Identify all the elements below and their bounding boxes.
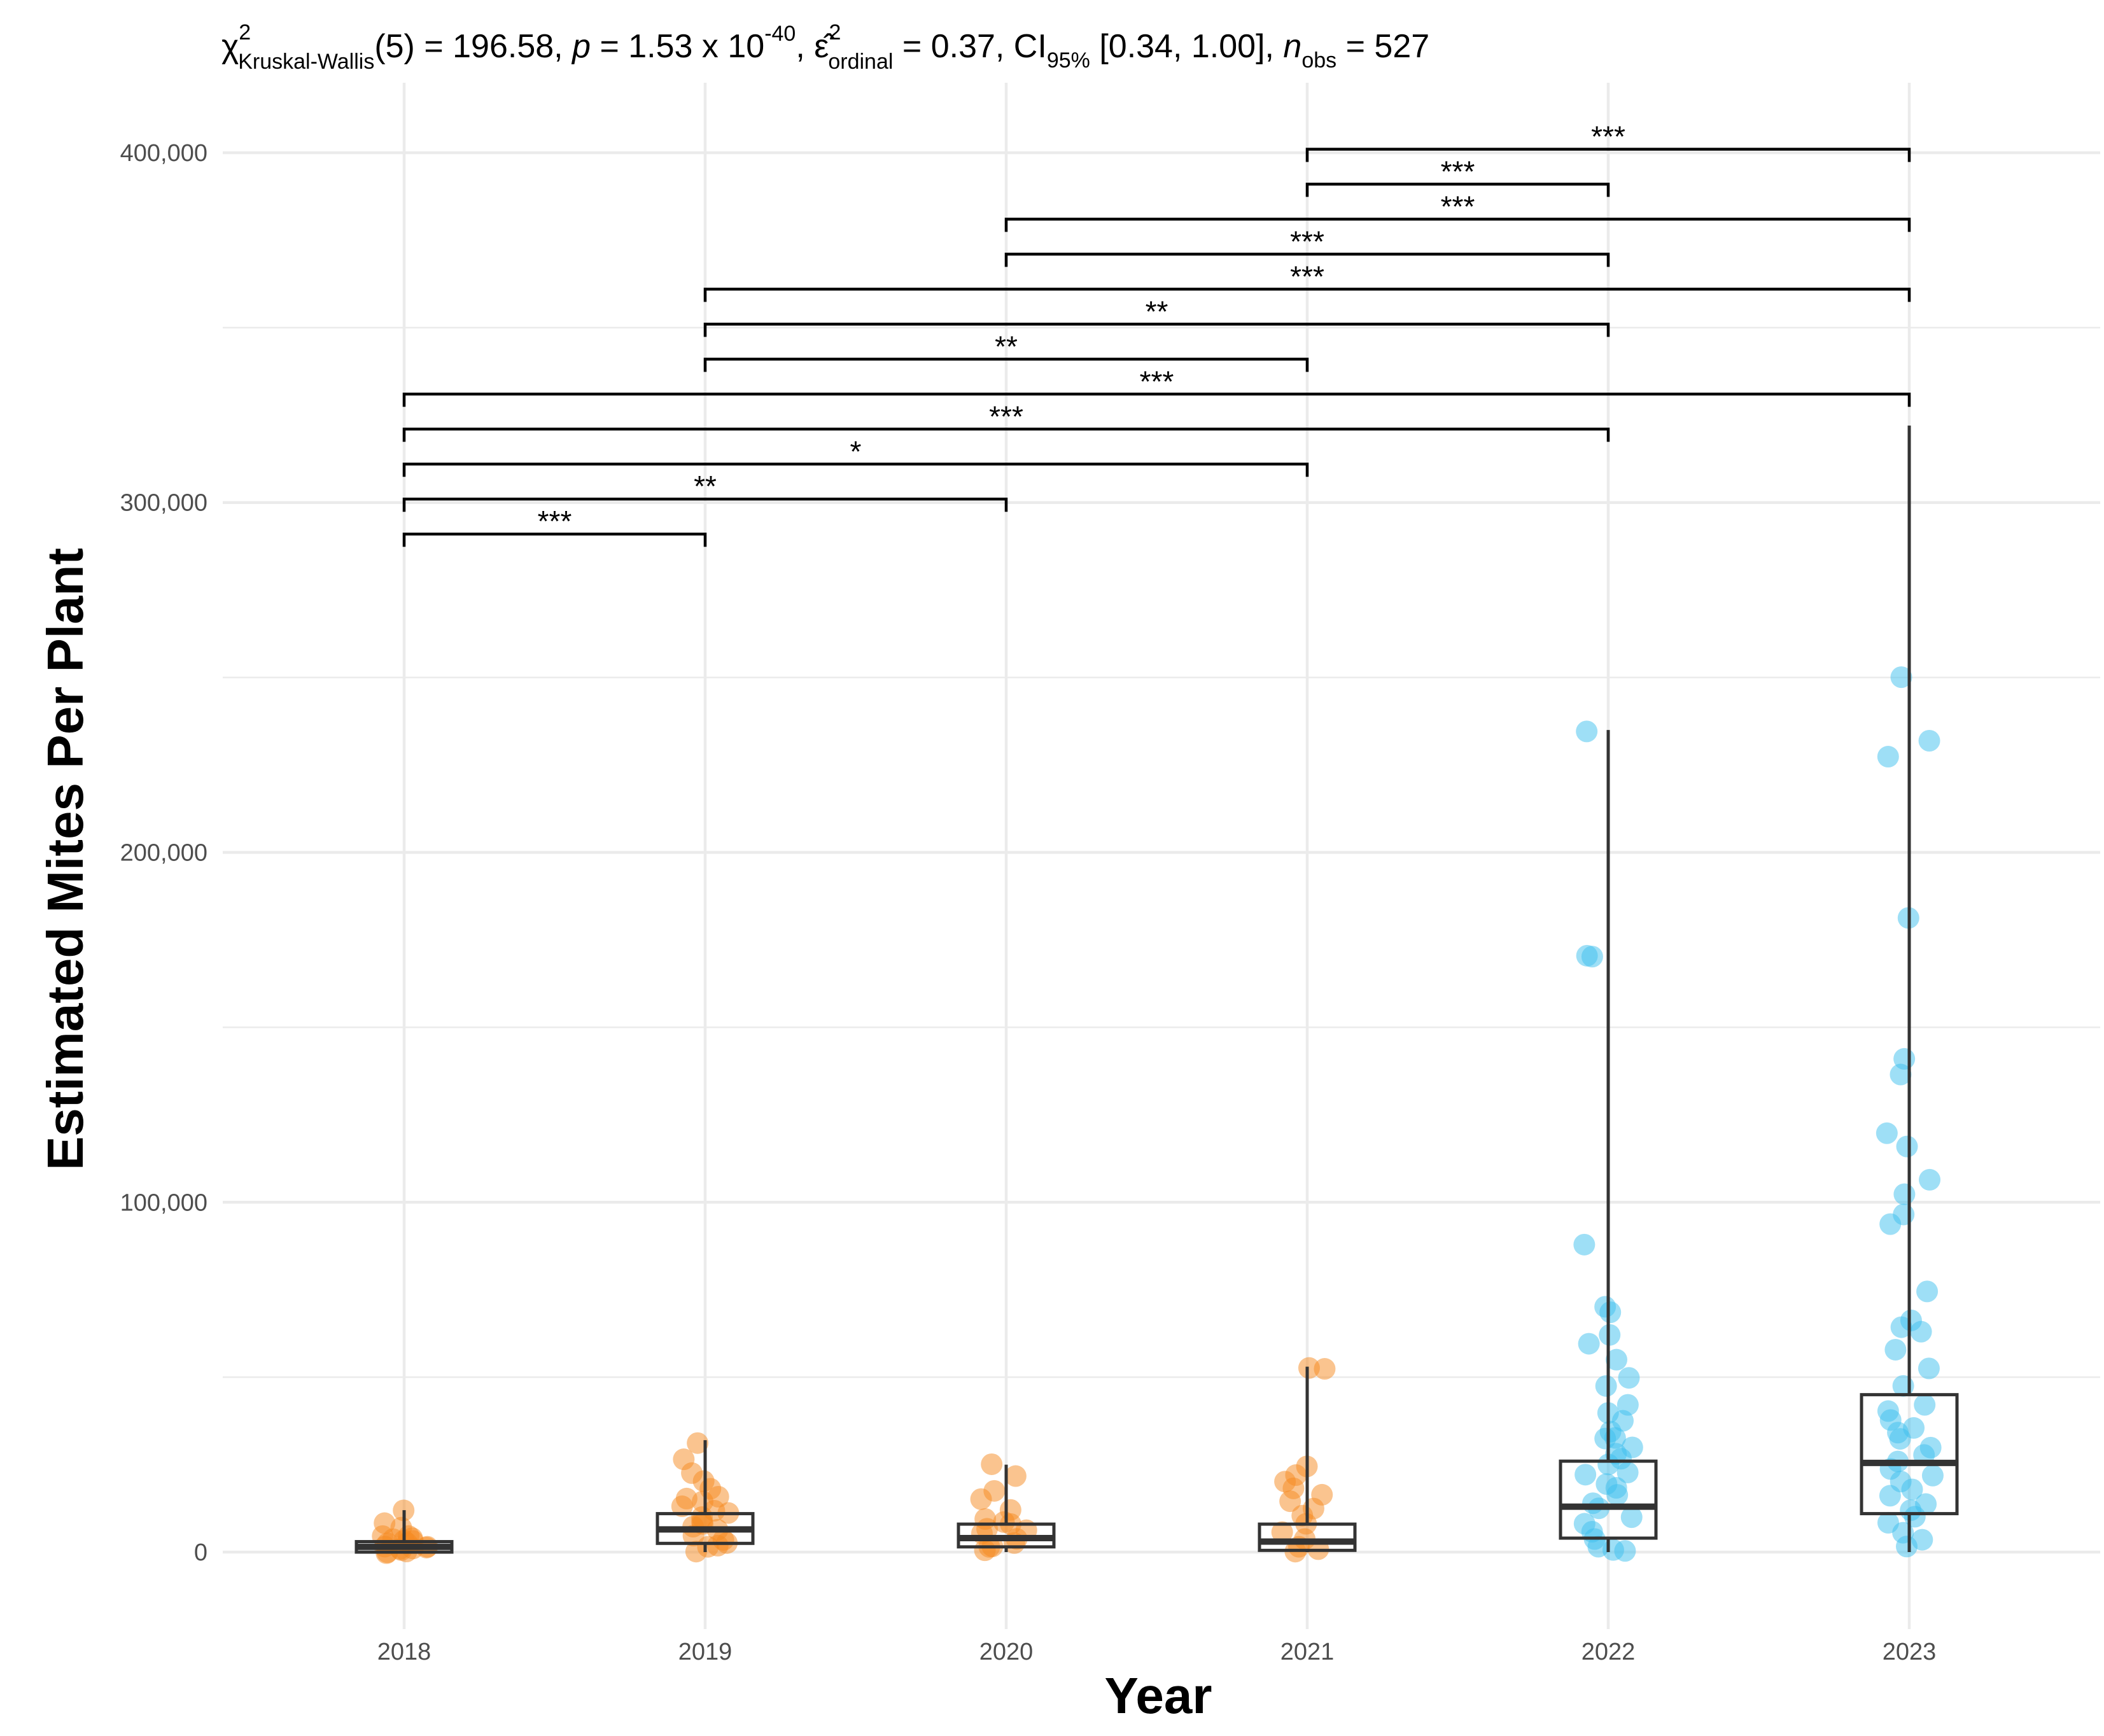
- y-axis-ticks: 0 100,000 200,000 300,000 400,000: [120, 140, 207, 1566]
- x-tick-label: 2018: [377, 1639, 431, 1665]
- significance-label: **: [1146, 295, 1168, 328]
- data-point: [1614, 1540, 1636, 1562]
- data-point: [1879, 1485, 1901, 1507]
- boxplots: [354, 425, 1959, 1554]
- significance-bracket: [1305, 148, 1911, 162]
- data-point: [1573, 1233, 1596, 1256]
- y-tick-label: 300,000: [120, 490, 207, 517]
- data-point: [1890, 1063, 1912, 1086]
- data-point: [1576, 720, 1598, 743]
- significance-bracket: [402, 463, 1309, 477]
- data-point: [687, 1432, 709, 1454]
- significance-label: ***: [1290, 225, 1324, 258]
- significance-bracket: [703, 288, 1911, 302]
- significance-bracket: [1004, 253, 1610, 267]
- significance-brackets: *******************************: [402, 120, 1911, 547]
- data-point: [1876, 1122, 1898, 1144]
- significance-label: **: [995, 330, 1018, 363]
- significance-label: **: [694, 470, 717, 503]
- y-tick-label: 100,000: [120, 1189, 207, 1216]
- data-point: [1919, 1168, 1941, 1191]
- significance-bracket: [703, 358, 1309, 372]
- data-point: [1618, 1367, 1640, 1389]
- x-tick-label: 2021: [1280, 1639, 1335, 1665]
- significance-bracket: [402, 428, 1610, 442]
- significance-bracket: [1004, 218, 1911, 232]
- data-point: [1877, 746, 1899, 768]
- data-point: [1890, 1316, 1912, 1338]
- data-point: [671, 1495, 693, 1518]
- data-point: [1279, 1490, 1301, 1513]
- significance-bracket: [703, 323, 1610, 337]
- significance-label: ***: [989, 400, 1023, 433]
- data-point: [1890, 666, 1912, 689]
- y-tick-label: 0: [194, 1539, 207, 1566]
- data-point: [1918, 1357, 1940, 1380]
- y-tick-label: 400,000: [120, 140, 207, 167]
- significance-bracket: [402, 497, 1008, 512]
- data-point: [1895, 1536, 1918, 1558]
- data-point: [1597, 1453, 1620, 1476]
- significance-label: ***: [538, 505, 572, 538]
- data-point: [685, 1541, 707, 1563]
- data-point: [1889, 1428, 1911, 1450]
- y-tick-label: 200,000: [120, 840, 207, 867]
- significance-bracket: [402, 532, 707, 547]
- data-point: [1910, 1320, 1932, 1343]
- data-point: [1298, 1357, 1320, 1379]
- data-point: [1916, 1280, 1939, 1303]
- significance-bracket: [402, 393, 1911, 407]
- data-point: [1617, 1461, 1639, 1483]
- chart-subtitle: χ2 Kruskal-Wallis(5) = 196.58, p = 1.53 x…: [221, 20, 1429, 74]
- box: [1860, 1393, 1959, 1516]
- box: [1258, 1522, 1357, 1552]
- x-tick-label: 2019: [678, 1639, 733, 1665]
- data-point: [1004, 1465, 1027, 1487]
- data-point: [1918, 729, 1940, 752]
- data-point: [1921, 1464, 1944, 1487]
- data-point: [1605, 1348, 1627, 1371]
- data-point: [1594, 1427, 1617, 1450]
- data-point: [1271, 1521, 1293, 1543]
- x-axis-ticks: 2018 2019 2020 2021 2022 2023: [377, 1639, 1937, 1665]
- data-point: [1879, 1213, 1902, 1235]
- data-point: [1574, 1464, 1597, 1486]
- data-point: [1620, 1506, 1643, 1529]
- data-point: [981, 1453, 1003, 1475]
- data-point: [970, 1488, 992, 1510]
- y-axis-title: Estimated Mites Per Plant: [37, 548, 94, 1170]
- significance-bracket: [1305, 183, 1610, 197]
- x-tick-label: 2022: [1582, 1639, 1636, 1665]
- data-point: [1314, 1358, 1336, 1380]
- significance-label: ***: [1290, 260, 1324, 293]
- significance-label: *: [850, 435, 862, 468]
- data-point: [974, 1539, 996, 1562]
- data-point: [1595, 1375, 1617, 1397]
- significance-label: ***: [1441, 190, 1475, 223]
- data-point: [1901, 1478, 1923, 1501]
- jitter-points: [372, 666, 1944, 1564]
- data-point: [1599, 1301, 1622, 1324]
- data-point: [1581, 946, 1603, 968]
- data-point: [1896, 1135, 1918, 1158]
- significance-label: ***: [1140, 365, 1174, 398]
- data-point: [1578, 1333, 1600, 1355]
- significance-label: ***: [1441, 155, 1475, 188]
- data-point: [1606, 1484, 1629, 1506]
- x-tick-label: 2020: [979, 1639, 1034, 1665]
- x-axis-title: Year: [1104, 1667, 1212, 1724]
- data-point: [1884, 1338, 1907, 1361]
- data-point: [1893, 1183, 1916, 1205]
- x-tick-label: 2023: [1883, 1639, 1937, 1665]
- box: [1559, 1459, 1658, 1540]
- data-point: [1914, 1394, 1936, 1416]
- significance-label: ***: [1591, 120, 1625, 153]
